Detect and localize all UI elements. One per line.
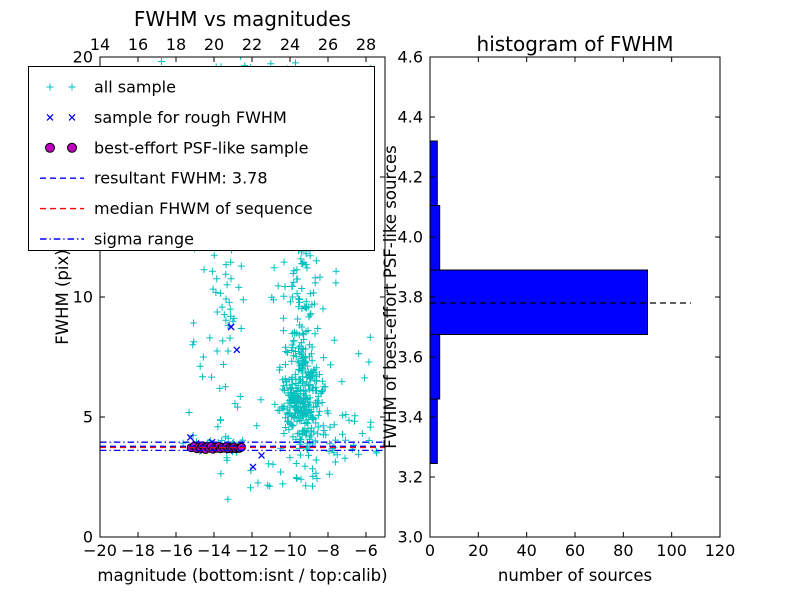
- hist-xlabel: number of sources: [498, 566, 652, 585]
- y-tick-label: 4.4: [398, 108, 423, 127]
- legend-label: resultant FWHM: 3.78: [94, 169, 268, 188]
- y-tick-label: 10: [73, 288, 93, 307]
- hist-bar: [429, 140, 438, 206]
- legend-box: [28, 66, 375, 251]
- x-tick-label: −20: [83, 541, 117, 560]
- hist-bars: [429, 140, 648, 464]
- x-top-tick-label: 26: [318, 35, 338, 54]
- x-tick-label: 20: [468, 541, 488, 560]
- legend-label: best-effort PSF-like sample: [94, 138, 308, 157]
- scatter-xlabel: magnitude (bottom:isnt / top:calib): [97, 566, 387, 585]
- y-tick-label: 0: [83, 528, 93, 547]
- ticks: [429, 56, 721, 538]
- legend-x-marker-icon: [68, 113, 76, 121]
- x-tick-label: 120: [705, 541, 736, 560]
- x-tick-label: 100: [656, 541, 687, 560]
- x-top-tick-label: 14: [90, 35, 110, 54]
- hist-bar: [429, 269, 648, 335]
- y-tick-label: 3.0: [398, 528, 423, 547]
- x-tick-label: −12: [235, 541, 269, 560]
- ticks: [99, 56, 385, 538]
- y-tick-label: 4.0: [398, 228, 423, 247]
- hist-ylabel: FWHM of best-effort PSF-like sources: [381, 145, 400, 448]
- scatter-plot: −20 −18 −16 −14 −12 −10 −8 −6 14 16 18 20 22 24 26 28 0 5…: [53, 7, 388, 585]
- legend: all sample sample for rough FWHM best-effo…: [28, 66, 375, 251]
- hist-bar: [429, 398, 438, 464]
- legend-circle-marker-icon: [67, 142, 77, 153]
- hist-bar: [429, 205, 441, 271]
- tick-labels: −20 −18 −16 −14 −12 −10 −8 −6 14 16 18 20 22 24 26 28 0 5…: [73, 35, 378, 560]
- legend-label: all sample: [94, 78, 176, 97]
- scatter-ylabel: FWHM (pix): [53, 249, 72, 344]
- x-tick-label: −10: [273, 541, 307, 560]
- y-tick-label: 3.4: [398, 408, 423, 427]
- x-tick-label: 0: [425, 541, 435, 560]
- legend-circle-marker-icon: [45, 142, 55, 153]
- y-tick-label: 5: [83, 408, 93, 427]
- x-tick-label: −18: [121, 541, 155, 560]
- x-tick-label: −16: [159, 541, 193, 560]
- hist-title: histogram of FWHM: [477, 32, 674, 56]
- legend-label: sample for rough FWHM: [94, 108, 287, 127]
- y-tick-label: 20: [73, 48, 93, 67]
- x-tick-label: −14: [197, 541, 231, 560]
- tick-labels: 0 20 40 60 80 100 120 3.0 3.2 3.4 3.6 3.8 4.0 4.2 4.4 4…: [398, 48, 736, 561]
- x-top-tick-label: 22: [242, 35, 262, 54]
- legend-plus-marker-icon: [68, 83, 76, 91]
- x-tick-label: 40: [516, 541, 536, 560]
- y-tick-label: 3.6: [398, 348, 423, 367]
- y-tick-label: 4.6: [398, 48, 423, 67]
- x-top-tick-label: 28: [356, 35, 376, 54]
- legend-label: sigma range: [94, 230, 194, 249]
- scatter-title: FWHM vs magnitudes: [134, 7, 351, 31]
- x-tick-label: −8: [316, 541, 340, 560]
- legend-label: median FHWM of sequence: [94, 199, 313, 218]
- x-top-tick-label: 24: [280, 35, 300, 54]
- x-top-tick-label: 16: [128, 35, 148, 54]
- x-top-tick-label: 20: [204, 35, 224, 54]
- x-tick-label: −6: [354, 541, 378, 560]
- y-tick-label: 3.2: [398, 468, 423, 487]
- y-tick-label: 3.8: [398, 288, 423, 307]
- hist-plot: 0 20 40 60 80 100 120 3.0 3.2 3.4 3.6 3.8 4.0 4.2 4.4 4…: [381, 32, 735, 585]
- x-top-tick-label: 18: [166, 35, 186, 54]
- scatter-data: [100, 57, 385, 503]
- legend-plus-marker-icon: [46, 83, 54, 91]
- hist-bar: [429, 334, 441, 400]
- y-tick-label: 4.2: [398, 168, 423, 187]
- legend-x-marker-icon: [46, 113, 54, 121]
- x-tick-label: 60: [565, 541, 585, 560]
- x-tick-label: 80: [613, 541, 633, 560]
